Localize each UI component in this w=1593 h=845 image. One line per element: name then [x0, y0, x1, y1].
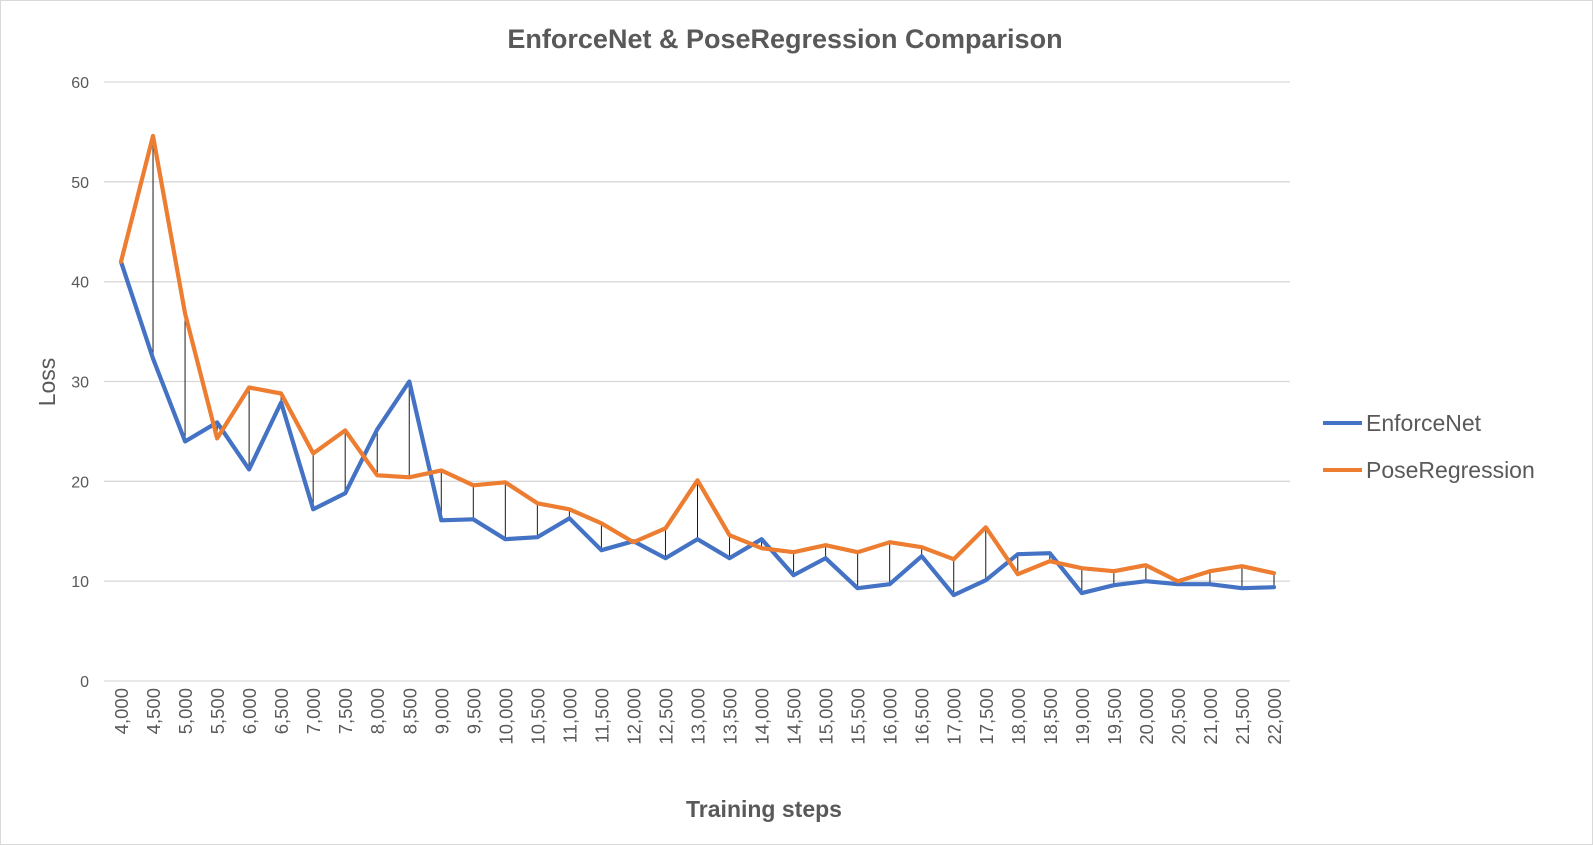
x-tick-label: 16,000: [880, 688, 901, 745]
x-tick-label: 4,000: [111, 688, 132, 734]
series-line-poseregression: [118, 133, 1277, 584]
x-tick-label: 17,500: [976, 688, 997, 745]
x-tick-label: 15,000: [816, 688, 837, 745]
y-tick-label: 0: [80, 674, 89, 691]
x-tick-label: 8,500: [399, 688, 420, 734]
x-tick-label: 18,000: [1008, 688, 1029, 745]
y-axis-ticks: 0 10 20 30 40 50 60: [71, 75, 89, 691]
x-axis-ticks: 4,000 4,500 5,000 5,500 6,000 6,500 7,000 7,500…: [111, 688, 1285, 745]
x-tick-label: 5,500: [207, 688, 228, 734]
y-tick-label: 20: [71, 474, 89, 491]
chart-title: EnforceNet & PoseRegression Comparison: [507, 24, 1062, 54]
x-tick-label: 22,000: [1264, 688, 1285, 745]
series-lines: [118, 133, 1277, 598]
x-tick-label: 12,500: [655, 688, 676, 745]
x-tick-label: 10,000: [495, 688, 516, 745]
x-tick-label: 20,000: [1136, 688, 1157, 745]
x-tick-label: 6,000: [239, 688, 260, 734]
x-tick-label: 20,500: [1168, 688, 1189, 745]
drop-lines: [152, 135, 1275, 596]
x-tick-label: 9,000: [431, 688, 452, 734]
y-tick-label: 50: [71, 175, 89, 192]
x-tick-label: 7,500: [335, 688, 356, 734]
x-tick-label: 5,000: [175, 688, 196, 734]
x-tick-label: 6,500: [271, 688, 292, 734]
x-tick-label: 16,500: [912, 688, 933, 745]
y-tick-label: 40: [71, 275, 89, 292]
y-tick-label: 10: [71, 574, 89, 591]
x-tick-label: 11,500: [591, 688, 612, 743]
x-tick-label: 18,500: [1040, 688, 1061, 745]
x-tick-label: 13,000: [688, 688, 709, 745]
legend-label-enforcenet: EnforceNet: [1366, 410, 1482, 436]
gridlines: [104, 81, 1290, 682]
x-tick-label: 17,000: [944, 688, 965, 745]
x-tick-label: 8,000: [367, 688, 388, 734]
y-tick-label: 30: [71, 375, 89, 392]
x-tick-label: 15,500: [848, 688, 869, 745]
legend: EnforceNet PoseRegression: [1323, 410, 1535, 483]
x-tick-label: 21,500: [1232, 688, 1253, 745]
x-tick-label: 7,000: [303, 688, 324, 734]
x-tick-label: 12,000: [623, 688, 644, 745]
x-tick-label: 9,500: [463, 688, 484, 734]
x-tick-label: 13,500: [720, 688, 741, 745]
x-tick-label: 10,500: [527, 688, 548, 745]
series-line-enforcenet: [118, 259, 1277, 598]
x-tick-label: 21,000: [1200, 688, 1221, 745]
y-tick-label: 60: [71, 75, 89, 92]
legend-label-poseregression: PoseRegression: [1366, 457, 1535, 483]
x-tick-label: 14,500: [784, 688, 805, 745]
y-axis-title: Loss: [34, 358, 60, 407]
x-tick-label: 19,500: [1104, 688, 1125, 745]
x-tick-label: 14,000: [752, 688, 773, 745]
x-tick-label: 19,000: [1072, 688, 1093, 745]
x-axis-title: Training steps: [686, 796, 842, 822]
x-tick-label: 4,500: [143, 688, 164, 734]
x-tick-label: 11,000: [559, 688, 580, 743]
